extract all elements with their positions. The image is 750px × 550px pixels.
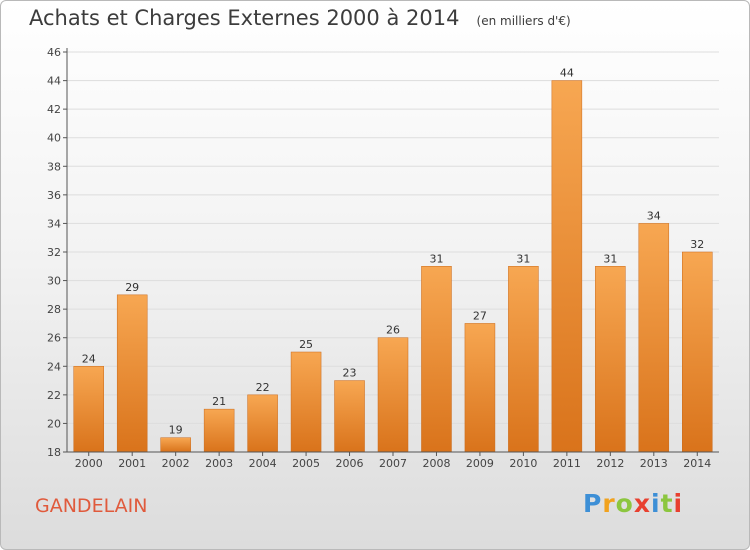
x-tick-label: 2005 <box>292 457 320 470</box>
bars <box>73 80 713 453</box>
bar <box>334 380 365 453</box>
x-tick-label: 2011 <box>553 457 581 470</box>
x-tick-label: 2004 <box>249 457 277 470</box>
x-tick-label: 2003 <box>205 457 233 470</box>
x-tick-label: 2013 <box>640 457 668 470</box>
data-label: 23 <box>343 367 357 380</box>
bar <box>160 437 191 453</box>
data-label: 31 <box>429 252 443 265</box>
logo-letter: t <box>660 489 674 518</box>
logo-letter: r <box>602 489 616 518</box>
y-tick-label: 40 <box>47 132 61 145</box>
bar <box>421 266 452 453</box>
x-tick-label: 2014 <box>683 457 711 470</box>
x-tick-label: 2000 <box>75 457 103 470</box>
data-label: 29 <box>125 281 139 294</box>
data-label: 27 <box>473 309 487 322</box>
y-tick-label: 20 <box>47 417 61 430</box>
bar <box>377 337 409 453</box>
data-label: 26 <box>386 324 400 337</box>
y-tick-label: 18 <box>47 446 61 459</box>
data-label: 19 <box>169 424 183 437</box>
logo-letter: P <box>583 489 603 518</box>
bar <box>595 266 626 453</box>
data-label: 44 <box>560 67 574 80</box>
data-label: 22 <box>256 381 270 394</box>
data-labels: 24 29 19 21 22 25 23 26 31 27 31 44 31 34 32 <box>82 67 705 437</box>
y-tick-label: 26 <box>47 332 61 345</box>
bar <box>73 366 104 453</box>
y-tick-label: 36 <box>47 189 61 202</box>
x-tick-label: 2001 <box>118 457 146 470</box>
logo-letter: i <box>673 489 684 518</box>
chart-subtitle: (en milliers d'€) <box>476 14 571 28</box>
bar <box>116 294 148 453</box>
y-tick-label: 32 <box>47 246 61 259</box>
data-label: 31 <box>603 252 617 265</box>
commune-name: GANDELAIN <box>35 495 148 517</box>
y-tick-label: 30 <box>47 275 61 288</box>
x-tick-label: 2008 <box>422 457 450 470</box>
bar <box>203 408 235 453</box>
logo-letter: o <box>615 489 634 518</box>
proxiti-logo: Proxiti <box>583 489 683 518</box>
logo-letter: x <box>633 489 651 518</box>
axes: 18 20 22 24 26 28 30 32 34 36 38 40 42 44 46 2000 2001 20… <box>47 46 719 470</box>
bar <box>682 251 713 453</box>
bar <box>247 394 278 453</box>
data-label: 31 <box>516 252 530 265</box>
x-tick-label: 2002 <box>162 457 190 470</box>
data-label: 25 <box>299 338 313 351</box>
y-tick-label: 42 <box>47 103 61 116</box>
bar <box>508 266 539 453</box>
logo-letter: i <box>651 489 661 518</box>
bar <box>638 223 670 453</box>
y-tick-label: 28 <box>47 303 61 316</box>
y-tick-label: 24 <box>47 360 61 373</box>
x-tick-label: 2007 <box>379 457 407 470</box>
y-tick-label: 34 <box>47 217 61 230</box>
y-tick-label: 44 <box>47 75 61 88</box>
bar <box>464 323 496 453</box>
chart-header: Achats et Charges Externes 2000 à 2014 (… <box>29 6 571 30</box>
bar <box>290 351 322 453</box>
chart-title: Achats et Charges Externes 2000 à 2014 <box>29 6 460 30</box>
x-tick-label: 2006 <box>336 457 364 470</box>
bar <box>551 80 583 453</box>
data-label: 21 <box>212 395 226 408</box>
y-tick-label: 46 <box>47 46 61 59</box>
data-label: 24 <box>82 352 96 365</box>
y-tick-label: 22 <box>47 389 61 402</box>
x-tick-label: 2012 <box>596 457 624 470</box>
x-tick-label: 2009 <box>466 457 494 470</box>
data-label: 34 <box>647 209 661 222</box>
data-label: 32 <box>690 238 704 251</box>
y-tick-label: 38 <box>47 160 61 173</box>
x-tick-label: 2010 <box>509 457 537 470</box>
